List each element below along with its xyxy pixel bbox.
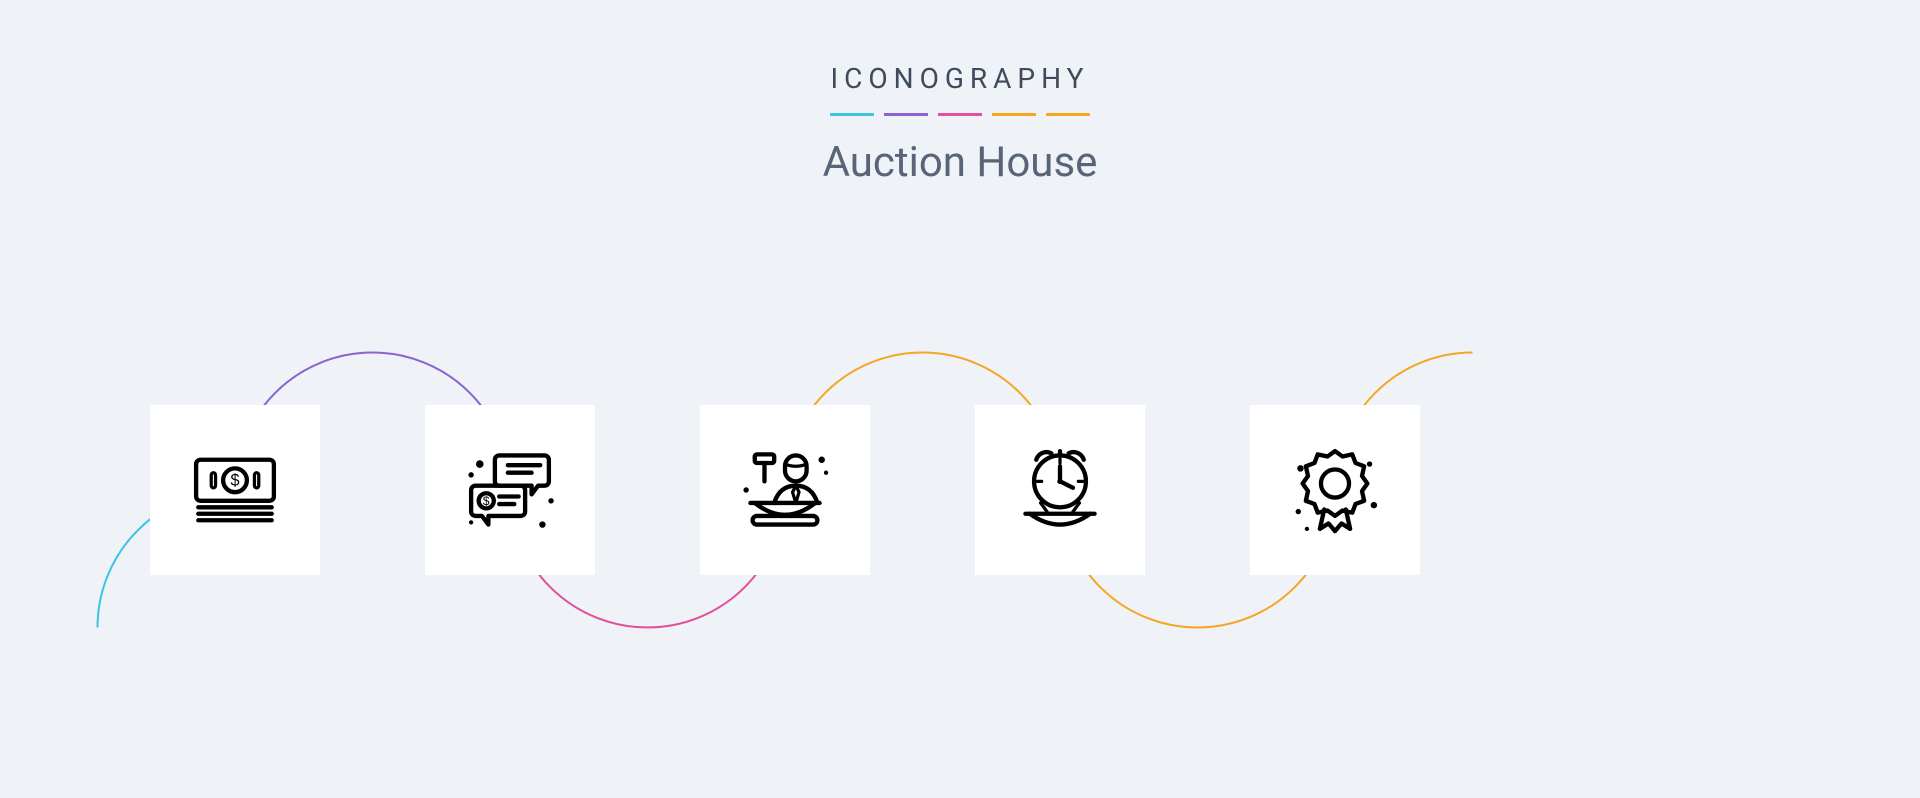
color-bar	[1046, 113, 1090, 116]
award-badge-icon	[1281, 436, 1389, 544]
header: ICONOGRAPHY Auction House	[660, 62, 1260, 187]
icon-card: $	[150, 405, 320, 575]
brand-wordmark: ICONOGRAPHY	[660, 62, 1260, 95]
money-chat-icon: $	[456, 436, 564, 544]
color-bar	[884, 113, 928, 116]
icon-card	[700, 405, 870, 575]
color-bar	[938, 113, 982, 116]
auctioneer-icon	[731, 436, 839, 544]
svg-text:$: $	[230, 472, 239, 490]
icon-card: $	[425, 405, 595, 575]
cash-stack-icon: $	[181, 436, 289, 544]
icons-row: $ $	[0, 405, 1920, 585]
color-bar	[830, 113, 874, 116]
set-title: Auction House	[660, 138, 1260, 187]
color-bar	[992, 113, 1036, 116]
svg-text:$: $	[483, 494, 490, 508]
icon-card	[975, 405, 1145, 575]
alarm-clock-icon	[1006, 436, 1114, 544]
icon-card	[1250, 405, 1420, 575]
brand-color-bars	[660, 113, 1260, 116]
